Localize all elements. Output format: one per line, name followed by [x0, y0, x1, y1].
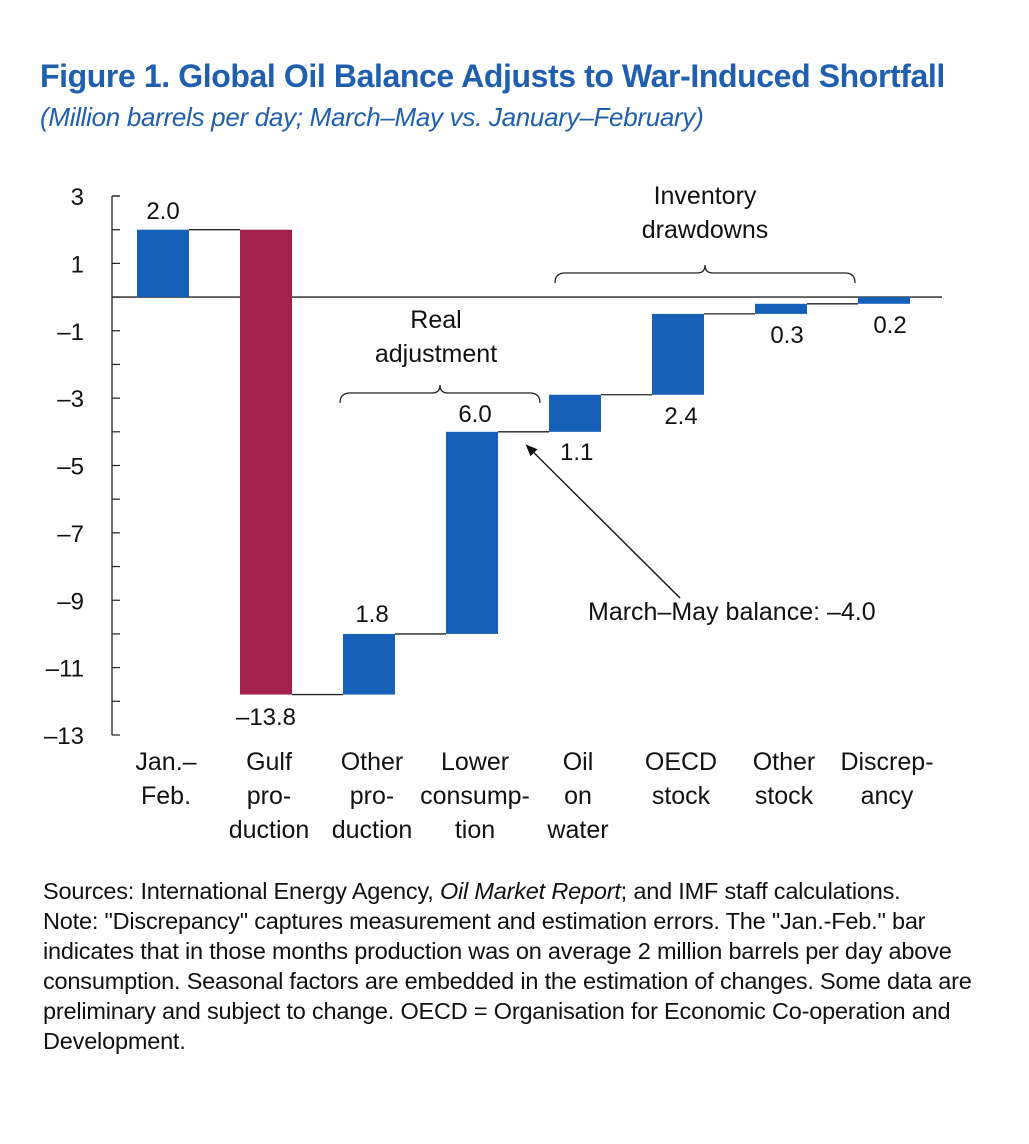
category-label: Feb. [141, 782, 191, 810]
category-label: Other [341, 748, 404, 776]
category-label: ancy [861, 782, 914, 810]
bar-3 [446, 431, 498, 634]
value-label: 1.8 [355, 601, 388, 628]
value-label: 2.4 [664, 403, 697, 430]
value-label: 2.0 [146, 198, 179, 225]
bar-4 [549, 394, 601, 432]
balance-arrow [525, 444, 681, 599]
category-label: stock [755, 782, 814, 810]
y-tick-label: –7 [57, 521, 84, 548]
y-tick-label: 1 [71, 251, 84, 278]
category-label: Discrep- [840, 748, 933, 776]
category-label: Lower [441, 748, 509, 776]
real-adjustment-brace [339, 384, 541, 404]
value-label: –13.8 [236, 704, 296, 731]
figure-title: Figure 1. Global Oil Balance Adjusts to … [40, 58, 945, 94]
inventory-drawdowns-label: Inventory [654, 182, 757, 210]
category-label: duction [332, 816, 413, 844]
bar-6 [755, 303, 807, 314]
category-label: tion [455, 816, 495, 844]
category-label: consump- [420, 782, 530, 810]
value-label: 6.0 [458, 401, 491, 428]
category-label: OECD [645, 748, 717, 776]
bar-5 [652, 313, 704, 395]
real-adjustment-label: Real [410, 306, 461, 334]
sources-text: Sources: International Energy Agency, Oi… [43, 878, 901, 904]
inventory-drawdowns-label: drawdowns [642, 216, 768, 244]
y-tick-label: –3 [57, 386, 84, 413]
category-label: Other [753, 748, 816, 776]
real-adjustment-label: adjustment [375, 340, 497, 368]
y-tick-label: –1 [57, 319, 84, 346]
category-label: pro- [247, 782, 291, 810]
y-tick-label: 3 [71, 184, 84, 211]
category-label: water [546, 816, 608, 844]
value-label: 0.2 [873, 312, 906, 339]
category-label: on [564, 782, 592, 810]
inventory-drawdowns-brace [554, 264, 856, 284]
category-label: pro- [350, 782, 394, 810]
category-label: Jan.– [135, 748, 196, 776]
value-label: 1.1 [560, 439, 593, 466]
y-tick-label: –5 [57, 454, 84, 481]
category-label: stock [652, 782, 711, 810]
category-label: Gulf [246, 748, 292, 776]
y-tick-label: –13 [44, 723, 84, 750]
notes-block: Sources: International Energy Agency, Oi… [43, 876, 993, 1056]
note-text: Note: "Discrepancy" captures measurement… [43, 908, 972, 1054]
bar-2 [343, 633, 395, 695]
category-label: duction [229, 816, 310, 844]
waterfall-chart: 3 1 –1 –3 –5 –7 –9 –11 –13 2.0 –13.8 1.8 6.0 1.1 2.4 0.… [44, 182, 942, 844]
bar-1 [240, 229, 292, 695]
value-label: 0.3 [770, 322, 803, 349]
bar-7 [858, 297, 910, 304]
y-tick-label: –9 [57, 588, 84, 615]
category-label: Oil [563, 748, 594, 776]
y-tick-label: –11 [46, 656, 84, 683]
balance-label: March–May balance: –4.0 [588, 598, 876, 626]
bar-0 [137, 229, 189, 298]
figure-subtitle: (Million barrels per day; March–May vs. … [40, 102, 704, 132]
